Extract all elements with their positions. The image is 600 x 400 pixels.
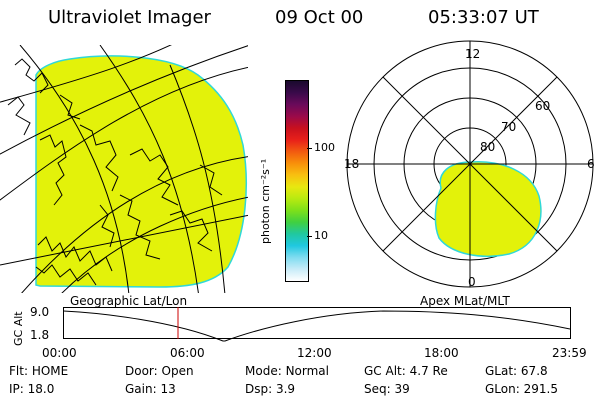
timeline-x-tick-1800: 18:00	[424, 346, 459, 360]
status-gain: Gain: 13	[125, 382, 176, 396]
color-scale-bar	[285, 80, 309, 282]
timeline-frame	[63, 307, 571, 339]
status-dsp: Dsp: 3.9	[245, 382, 296, 396]
geographic-map-label: Geographic Lat/Lon	[70, 294, 188, 308]
aurora-image-polar	[434, 161, 542, 257]
geographic-map	[0, 45, 248, 293]
status-ip: IP: 18.0	[9, 382, 55, 396]
lat-lon-grid	[0, 45, 248, 293]
status-glon: GLon: 291.5	[485, 382, 558, 396]
status-gc-alt: GC Alt: 4.7 Re	[364, 364, 448, 378]
mlt-label-0: 0	[468, 275, 476, 289]
colorbar-tick-100: 100	[314, 141, 335, 154]
timeline-x-tick-0000: 00:00	[42, 346, 77, 360]
colorbar-tick-mark	[307, 236, 312, 237]
app-title: Ultraviolet Imager	[48, 7, 211, 28]
timeline-y-tick-min: 1.8	[30, 328, 50, 342]
orbit-altitude-plot	[63, 307, 571, 342]
polar-mlat-mlt-map: 12 18 6 0 80 70 60	[344, 40, 595, 289]
mlat-label-80: 80	[480, 140, 495, 154]
mlt-label-18: 18	[344, 157, 359, 171]
header-date: 09 Oct 00	[275, 7, 364, 28]
header-time: 05:33:07 UT	[428, 7, 539, 28]
status-seq: Seq: 39	[364, 382, 410, 396]
colorbar-unit-label: photon cm⁻²s⁻¹	[259, 158, 272, 244]
timeline-y-axis-label: GC Alt	[12, 311, 25, 346]
mlt-label-12: 12	[465, 47, 480, 61]
orbit-altitude-curve	[63, 310, 571, 342]
status-flight: Flt: HOME	[9, 364, 69, 378]
mlat-label-60: 60	[535, 99, 550, 113]
timeline-x-tick-0600: 06:00	[170, 346, 205, 360]
colorbar-tick-10: 10	[314, 229, 328, 242]
status-mode: Mode: Normal	[245, 364, 329, 378]
mlat-label-70: 70	[501, 120, 516, 134]
colorbar-tick-mark	[307, 148, 312, 149]
timeline-x-tick-2359: 23:59	[552, 346, 587, 360]
status-door: Door: Open	[125, 364, 194, 378]
aurora-image-geographic	[35, 55, 247, 288]
polar-map-label: Apex MLat/MLT	[420, 294, 510, 308]
timeline-y-tick-max: 9.0	[30, 305, 50, 319]
status-glat: GLat: 67.8	[485, 364, 548, 378]
timeline-x-tick-1200: 12:00	[297, 346, 332, 360]
mlt-label-6: 6	[587, 157, 595, 171]
mlt-meridian-diag	[382, 76, 558, 252]
